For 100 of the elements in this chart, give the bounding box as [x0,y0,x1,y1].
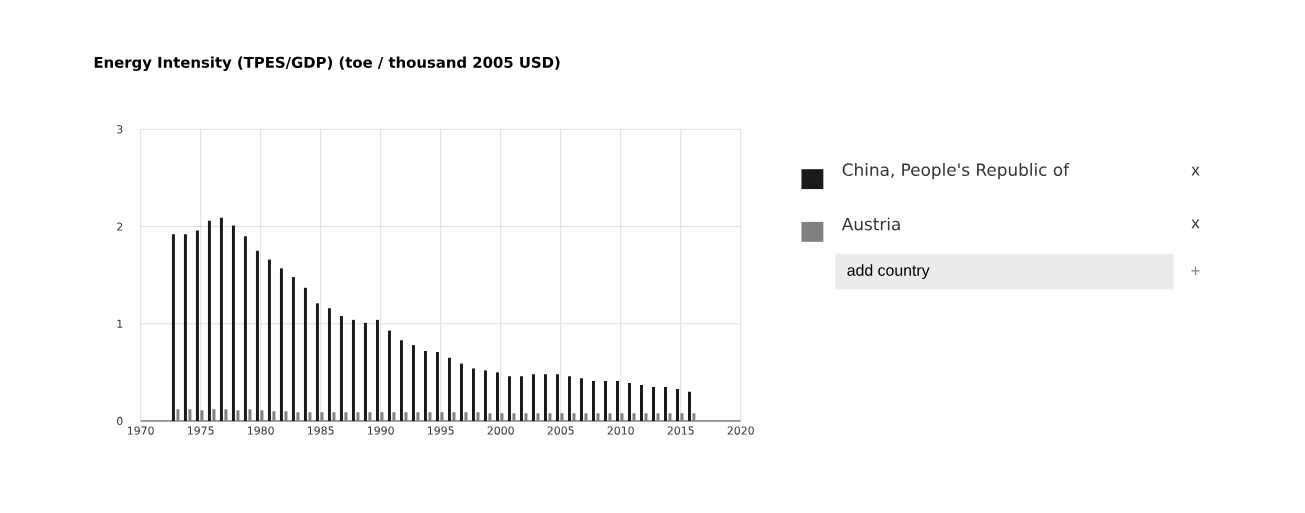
y-tick-label: 2 [117,222,123,231]
y-tick-label: 0 [117,417,123,426]
bar [380,412,384,422]
x-tick-label: 1980 [248,426,274,435]
bar [183,234,187,422]
bar [632,413,636,422]
bar [207,220,211,422]
text: x [1191,166,1200,176]
bar [483,370,487,422]
bar [363,323,367,422]
bar [596,413,600,422]
bar [344,412,348,422]
bar [356,412,360,422]
bar [267,259,271,422]
bar [459,363,463,422]
bar [188,409,192,422]
bar [296,412,300,422]
bar [620,413,624,422]
x-tick-label: 2005 [547,426,574,435]
bar [580,378,583,422]
bar [224,409,228,422]
bar [411,345,415,422]
bar [351,320,355,422]
bar [568,376,571,422]
bar [243,236,247,422]
bar [519,376,523,422]
bar [668,413,672,422]
bar [200,410,204,422]
bar [452,412,456,422]
bar [536,413,540,422]
text: x [1191,219,1200,229]
bar [279,268,283,422]
legend-label: Austria [841,217,900,231]
bar [260,410,264,422]
text: add country [847,264,930,280]
bar [656,413,660,422]
bar [255,251,259,422]
bar [512,413,516,422]
bar [428,412,432,422]
bar [308,412,312,422]
bar [531,374,535,422]
x-tick-label: 2015 [667,426,694,435]
bar [339,316,343,422]
bar [387,330,391,422]
bar [416,412,420,422]
bar [676,389,679,422]
bar [375,320,379,422]
bar [447,358,451,422]
bar [332,412,336,422]
chart-title: Energy Intensity (TPES/GDP) (toe / thousand 2005 USD) [94,56,560,72]
bar [592,381,595,422]
bar [584,413,588,422]
text: + [1191,267,1200,276]
bar [560,413,564,422]
bar [248,409,252,422]
bar [471,368,475,422]
x-tick-label: 1970 [127,426,154,435]
bar [327,308,331,422]
bar [284,411,288,422]
bar [548,413,552,422]
bar [231,225,235,422]
bar [476,412,480,422]
bar [608,413,612,422]
bar [219,218,223,422]
bar [507,376,511,422]
y-tick-label: 3 [117,125,123,134]
bar [303,288,307,422]
bar [604,381,607,422]
bar [464,412,468,422]
bar [423,351,427,422]
x-tick-label: 1990 [368,426,394,435]
bar [652,387,655,422]
bar [368,412,372,422]
legend-label: China, People's Republic of [842,163,1070,180]
bar [212,409,216,422]
x-tick-label: 1995 [428,426,454,435]
x-tick-label: 1975 [187,426,214,435]
bar [435,352,439,422]
x-tick-label: 2000 [487,426,514,435]
bar [495,372,499,422]
bar [640,385,643,422]
bar [616,381,619,422]
x-tick-label: 2020 [727,426,754,435]
bar [572,413,576,422]
bar [195,230,199,422]
bar [315,303,319,422]
bar [688,392,691,422]
bar [440,412,444,422]
bar [692,413,696,422]
bar [488,413,492,422]
bar [664,387,667,422]
bar [500,413,504,422]
x-tick-label: 2010 [607,426,634,435]
bar [399,340,403,422]
bar [543,374,547,422]
bar [291,277,295,422]
y-tick-label: 1 [117,320,123,328]
bar [236,410,240,422]
bar [392,412,396,422]
bar [320,412,324,422]
